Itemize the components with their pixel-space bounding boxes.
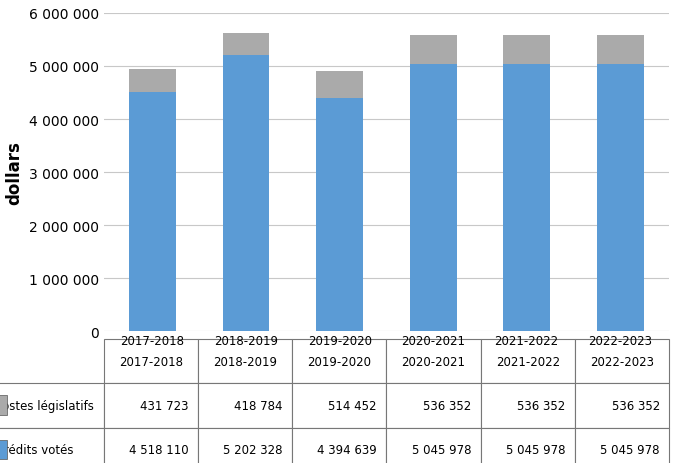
Bar xyxy=(597,36,644,64)
Bar xyxy=(223,34,270,56)
Bar xyxy=(410,64,457,332)
Bar xyxy=(503,64,550,332)
Bar xyxy=(410,36,457,64)
Bar xyxy=(597,64,644,332)
Bar xyxy=(223,56,270,332)
Bar xyxy=(316,72,363,99)
Bar xyxy=(503,36,550,64)
Bar xyxy=(316,99,363,332)
Bar xyxy=(129,92,176,332)
Bar xyxy=(129,69,176,92)
Y-axis label: dollars: dollars xyxy=(5,141,23,205)
